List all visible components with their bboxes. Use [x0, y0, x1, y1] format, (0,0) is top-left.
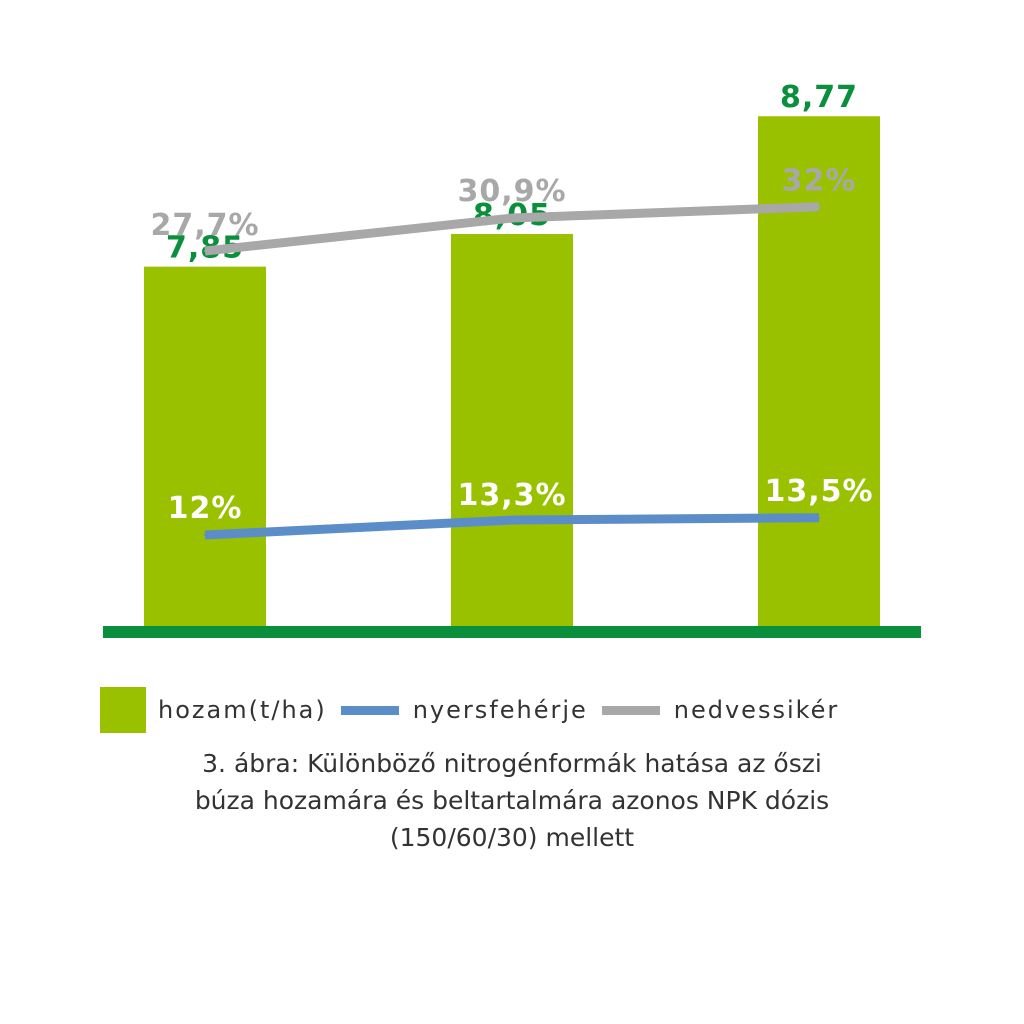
legend-swatch-protein — [340, 705, 399, 715]
legend-swatch-gluten — [601, 705, 660, 715]
chart: 7,858,058,77KarbamidUANCAN12%13,3%13,5%2… — [103, 80, 921, 638]
gluten-point-can — [818, 205, 820, 208]
gluten-value-label-uan: 30,9% — [457, 174, 566, 209]
legend: hozam(t/ha) nyersfehérje nedvessikér — [100, 686, 940, 734]
bar-karbamid — [144, 266, 266, 628]
legend-label-protein: nyersfehérje — [412, 696, 588, 724]
legend-label-yield: hozam(t/ha) — [158, 696, 327, 724]
gluten-point-karbamid — [204, 250, 206, 252]
legend-item-gluten: nedvessikér — [601, 696, 840, 724]
protein-value-label-uan: 13,3% — [457, 478, 566, 513]
legend-swatch-yield — [100, 687, 146, 733]
caption-line-2: búza hozamára és beltartalmára azonos NP… — [194, 786, 830, 815]
legend-item-yield: hozam(t/ha) — [100, 687, 327, 733]
bar-value-label-can: 8,77 — [780, 80, 858, 115]
caption-line-1: 3. ábra: Különböző nitrogénformák hatása… — [202, 749, 822, 778]
gluten-point-uan — [511, 217, 513, 220]
bar-can — [758, 116, 880, 629]
figure-caption: 3. ábra: Különböző nitrogénformák hatása… — [60, 745, 964, 856]
bar-uan — [451, 233, 573, 628]
protein-value-label-karbamid: 12% — [168, 491, 243, 526]
protein-point-uan — [511, 519, 513, 522]
x-axis-line — [103, 626, 921, 638]
protein-point-karbamid — [204, 534, 206, 536]
protein-value-label-can: 13,5% — [764, 474, 873, 509]
legend-label-gluten: nedvessikér — [673, 696, 840, 724]
gluten-value-label-can: 32% — [782, 164, 857, 199]
legend-item-protein: nyersfehérje — [340, 696, 588, 724]
gluten-value-label-karbamid: 27,7% — [150, 208, 259, 243]
protein-point-can — [818, 516, 820, 519]
caption-line-3: (150/60/30) mellett — [389, 823, 635, 852]
